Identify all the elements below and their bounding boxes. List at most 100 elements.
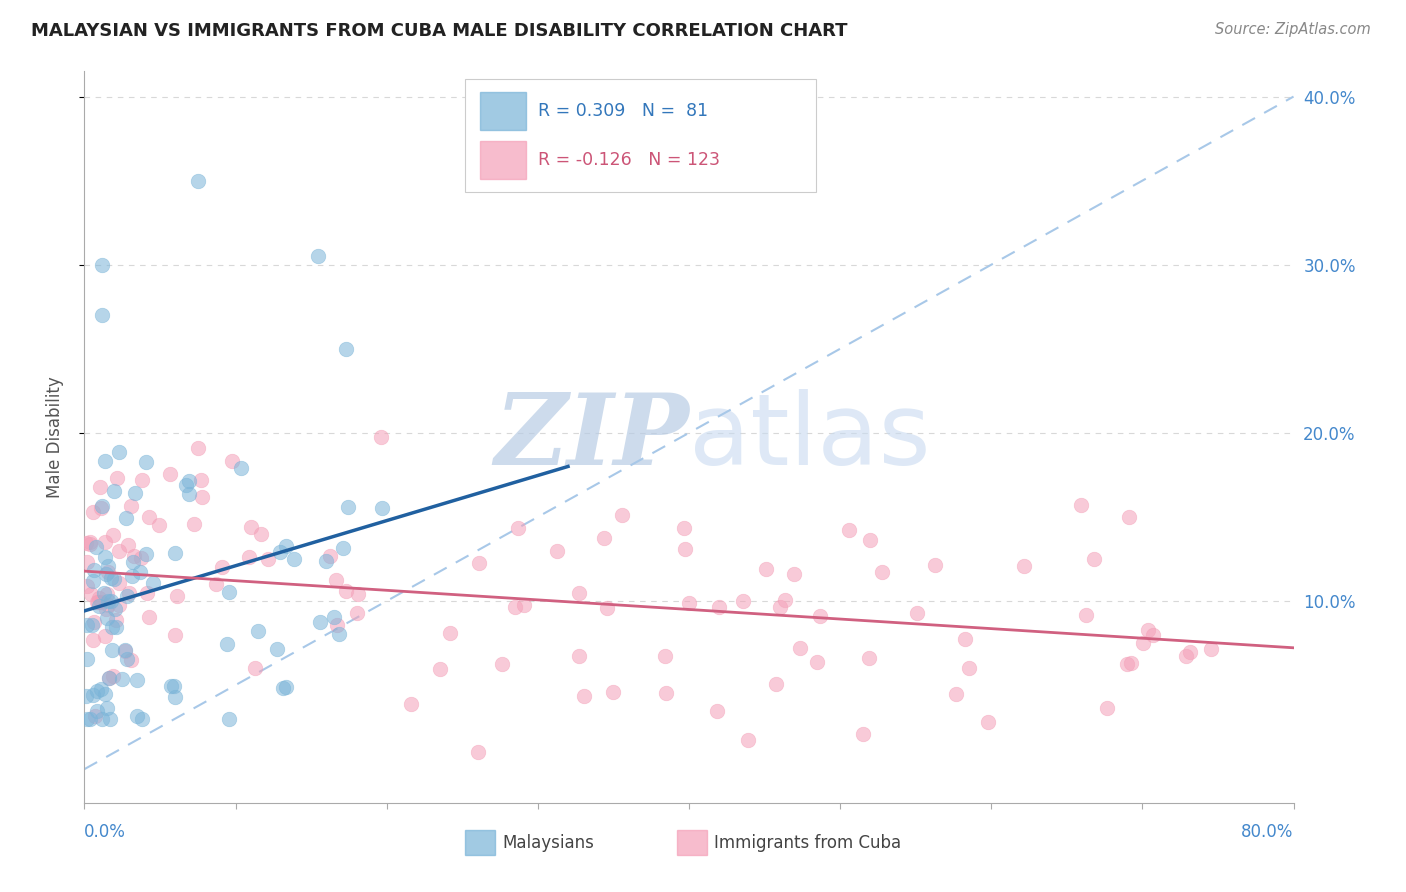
Y-axis label: Male Disability: Male Disability [45, 376, 63, 498]
Point [546, 544, 568, 558]
Point [765, 677, 787, 691]
Point [125, 673, 148, 687]
Point [859, 533, 882, 547]
Point [96, 610, 118, 624]
Point [706, 704, 728, 718]
Point [93, 454, 115, 468]
Point [94, 550, 117, 565]
Point [75, 536, 97, 550]
Point [117, 651, 139, 665]
Point [924, 558, 946, 573]
Point [325, 573, 347, 587]
Point [82, 574, 104, 588]
Point [245, 660, 267, 674]
Point [346, 587, 368, 601]
Bar [676, 830, 707, 855]
Point [97, 559, 120, 574]
Point [731, 594, 754, 608]
Point [124, 486, 146, 500]
Point [90, 682, 112, 697]
Point [513, 598, 536, 612]
Point [1174, 648, 1197, 663]
Point [94, 687, 117, 701]
Point [93, 586, 115, 600]
Point [737, 733, 759, 747]
Point [755, 562, 778, 576]
Point [98, 712, 121, 726]
Point [806, 655, 828, 669]
Point [183, 517, 205, 532]
Point [307, 249, 329, 263]
Point [90, 501, 112, 516]
Point [86, 595, 108, 609]
Point [103, 483, 125, 498]
Point [105, 471, 128, 485]
Point [80, 587, 103, 601]
Point [160, 679, 183, 693]
Text: 80.0%: 80.0% [1241, 823, 1294, 841]
Point [117, 586, 139, 600]
Point [852, 727, 875, 741]
Point [283, 551, 305, 566]
Point [97, 566, 120, 580]
Point [1132, 636, 1154, 650]
Text: R = -0.126   N = 123: R = -0.126 N = 123 [538, 151, 720, 169]
Point [90, 595, 112, 609]
Point [97, 598, 120, 612]
Point [322, 610, 344, 624]
Point [87, 595, 110, 609]
Point [108, 444, 131, 458]
Point [179, 474, 201, 488]
Point [187, 441, 209, 455]
Text: Immigrants from Cuba: Immigrants from Cuba [714, 834, 901, 852]
Point [108, 576, 131, 591]
Point [94, 534, 117, 549]
Point [439, 625, 461, 640]
Point [308, 615, 330, 629]
Text: Source: ZipAtlas.com: Source: ZipAtlas.com [1215, 22, 1371, 37]
Point [1070, 498, 1092, 512]
Point [87, 599, 110, 614]
Point [174, 478, 197, 492]
Point [98, 671, 121, 685]
Point [191, 490, 214, 504]
Point [82, 689, 104, 703]
Point [335, 342, 357, 356]
Point [205, 576, 228, 591]
Point [269, 545, 291, 559]
Point [80, 618, 103, 632]
Point [654, 648, 676, 663]
Point [148, 518, 170, 533]
Point [104, 602, 127, 616]
Point [678, 596, 700, 610]
Point [79, 536, 101, 550]
Point [84, 540, 107, 554]
Point [572, 689, 595, 703]
Point [789, 641, 811, 656]
Point [215, 637, 238, 651]
Point [128, 565, 150, 579]
Point [83, 615, 105, 629]
Point [769, 599, 792, 614]
Point [346, 606, 368, 620]
Point [83, 564, 105, 578]
Point [101, 528, 124, 542]
Point [1178, 645, 1201, 659]
Point [370, 430, 392, 444]
Point [131, 712, 153, 726]
Point [87, 591, 110, 605]
Point [271, 681, 294, 696]
Point [467, 745, 489, 759]
Point [105, 620, 128, 634]
Point [602, 685, 624, 699]
Point [86, 683, 108, 698]
Text: 0.0%: 0.0% [84, 823, 127, 841]
Point [115, 511, 138, 525]
Point [595, 600, 617, 615]
Point [97, 671, 120, 685]
Point [315, 553, 337, 567]
Point [675, 541, 697, 556]
Point [76, 579, 98, 593]
Point [122, 556, 145, 570]
Point [165, 628, 187, 642]
